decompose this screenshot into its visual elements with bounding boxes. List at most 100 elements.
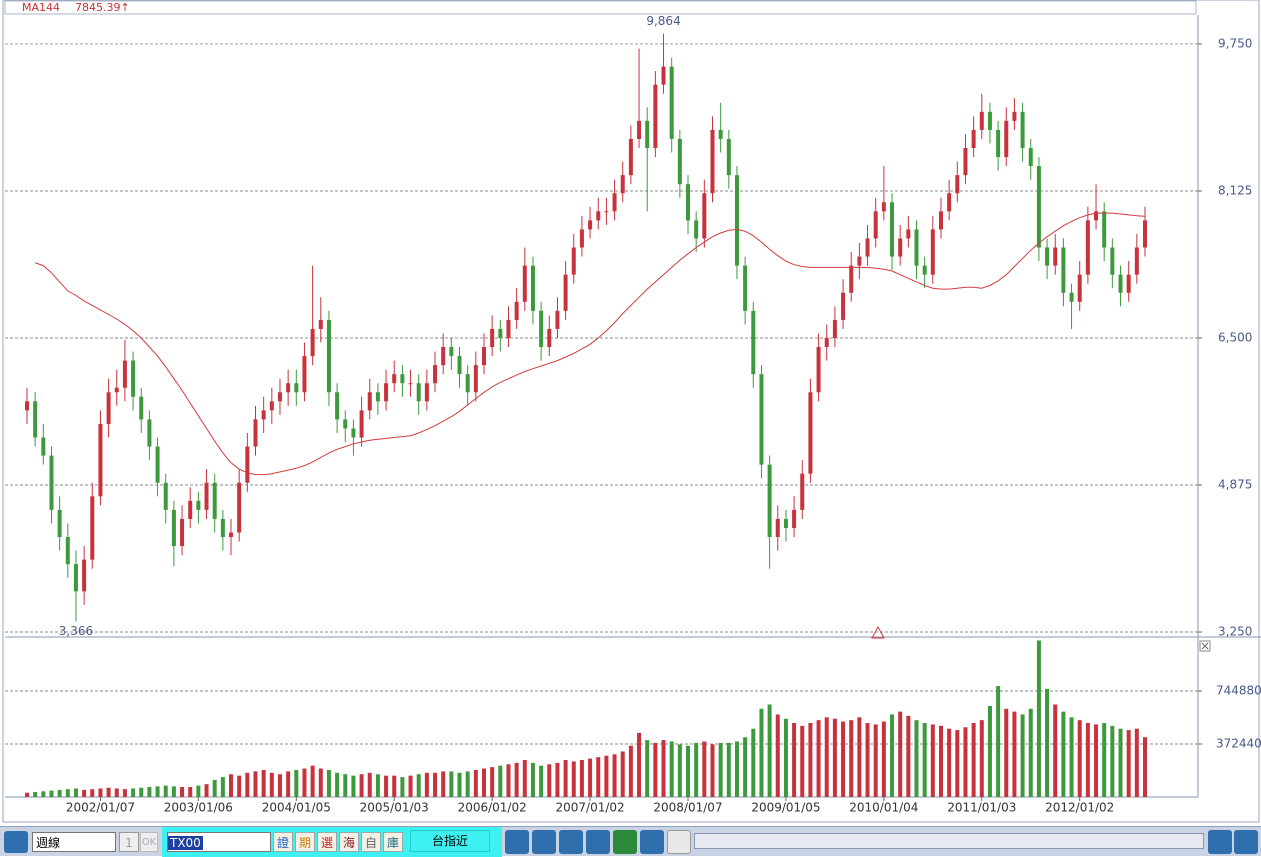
candle-body [131,360,136,397]
ma-readout: 7845.39↑ [75,1,130,14]
volume-bar [759,708,764,797]
tool-eraser[interactable] [586,830,610,854]
volume-bar [1094,724,1099,797]
tool-print[interactable] [667,830,691,854]
tool-pen[interactable] [559,830,583,854]
volume-bar [841,721,846,797]
candle-body [596,211,601,221]
x-tick-label: 2012/01/02 [1045,801,1114,815]
market-button[interactable]: 海 [339,832,359,852]
nav-button[interactable] [4,831,28,853]
volume-bar [65,789,70,797]
candle-body [865,238,870,257]
tool-split[interactable] [640,830,664,854]
candle-body [473,365,478,393]
candle-body [783,518,788,528]
volume-bar [1028,708,1033,797]
volume-bar [506,764,511,797]
symbol-box[interactable]: TX00 [167,832,271,852]
candle-body [253,419,258,447]
volume-bar [783,718,788,797]
candle-body [751,310,756,375]
volume-bar [220,777,225,797]
volume-bar [555,762,560,797]
volume-bar [865,723,870,797]
candle-body [702,193,707,239]
candle-body [563,274,568,311]
y-tick-label: 6,500 [1218,330,1252,344]
zoom-out[interactable] [1234,830,1258,854]
scrollbar[interactable] [694,833,1204,849]
volume-bar [645,740,650,797]
volume-bar [277,774,282,797]
candle-body [686,184,691,221]
volume-bar [620,751,625,797]
volume-bar [237,775,242,797]
candle-body [726,138,731,176]
market-button[interactable]: 選 [317,832,337,852]
volume-bar [522,760,527,797]
volume-bar [139,787,144,797]
volume-bar [367,772,372,797]
candle-body [710,129,715,194]
x-tick-label: 2010/01/04 [849,801,918,815]
candle-body [873,211,878,239]
tool-excel[interactable] [613,830,637,854]
candle-body [612,193,617,212]
volume-bar [90,789,95,797]
candle-body [335,392,340,420]
candle-body [310,328,315,357]
candle-body [938,211,943,230]
volume-bar [563,760,568,797]
volume-bar [1126,730,1131,797]
x-tick-label: 2009/01/05 [751,801,820,815]
candle-body [522,265,527,302]
candle-body [269,401,274,411]
volume-bar [881,721,886,797]
x-tick-label: 2005/01/03 [360,801,429,815]
candle-body [800,473,805,510]
volume-bar [571,761,576,797]
candle-body [734,175,739,266]
volume-tick-label: 372440 [1216,737,1261,751]
quote-button[interactable]: 台指近 [410,830,490,852]
candle-body [49,455,54,510]
candle-body [343,419,348,429]
candle-body [506,319,511,338]
tool-wrench[interactable] [532,830,556,854]
candle-body [628,138,633,176]
ok-button[interactable]: OK [140,832,158,852]
candle-body [759,374,764,465]
candle-body [41,437,46,456]
volume-bar [547,764,552,797]
volume-bar [955,730,960,797]
candle-body [637,120,642,139]
volume-bar [261,769,266,797]
candle-body [987,111,992,130]
volume-bar [392,775,397,797]
volume-bar [873,724,878,797]
candle-body [229,532,234,538]
candle-body [25,401,29,411]
volume-bar [751,728,756,797]
market-button[interactable]: 庫 [383,832,403,852]
candle-body [408,383,413,385]
volume-bar [375,774,380,797]
volume-bar [849,720,854,797]
volume-bar [359,774,364,797]
candle-body [1028,147,1033,167]
volume-bar [180,787,185,797]
market-button[interactable]: 期 [295,832,315,852]
tool-cross[interactable] [505,830,529,854]
market-button[interactable]: 自 [361,832,381,852]
volume-bar [433,772,438,797]
period-select[interactable]: 週線 [32,832,116,852]
zoom-in[interactable] [1208,830,1232,854]
volume-bar [49,790,54,797]
candle-body [57,509,62,538]
market-button[interactable]: 證 [273,832,293,852]
volume-bar [25,792,29,797]
candle-body [677,138,682,185]
count-input[interactable]: 1 [119,832,139,852]
candle-body [718,129,723,139]
